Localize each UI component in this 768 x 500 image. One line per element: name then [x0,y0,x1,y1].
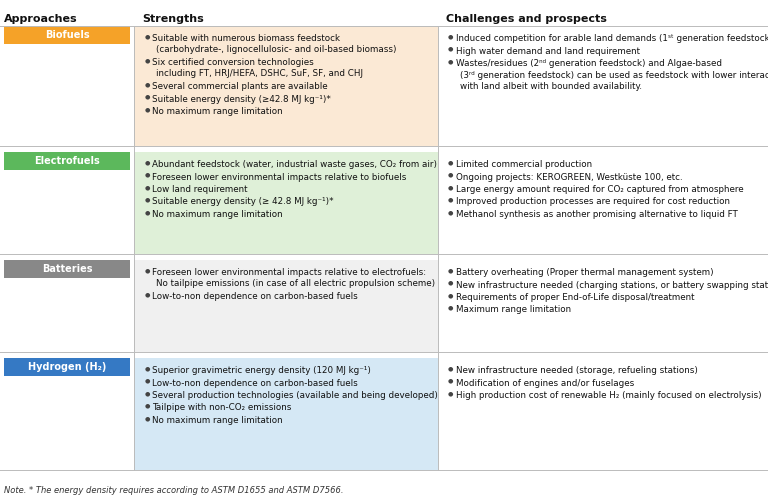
Text: ●: ● [144,198,150,202]
Text: ●: ● [448,160,453,165]
Text: ●: ● [144,292,150,297]
Text: ●: ● [144,185,150,190]
Text: Low-to-non dependence on carbon-based fuels: Low-to-non dependence on carbon-based fu… [152,378,358,388]
Text: Wastes/residues (2ⁿᵈ generation feedstock) and Algae-based: Wastes/residues (2ⁿᵈ generation feedstoc… [455,59,722,68]
Text: Limited commercial production: Limited commercial production [455,160,592,169]
Bar [438,26,768,146]
Text: Suitable energy density (≥ 42.8 MJ kg⁻¹)*: Suitable energy density (≥ 42.8 MJ kg⁻¹)… [152,198,334,206]
Text: ●: ● [144,58,150,63]
Text: ●: ● [448,366,453,371]
Text: Challenges and prospects: Challenges and prospects [445,14,607,24]
Text: (3ʳᵈ generation feedstock) can be used as feedstock with lower interaction: (3ʳᵈ generation feedstock) can be used a… [460,70,768,80]
Text: ●: ● [144,160,150,165]
Text: Biofuels: Biofuels [45,30,90,40]
Bar [4,358,131,376]
Text: ●: ● [144,404,150,408]
Text: Superior gravimetric energy density (120 MJ kg⁻¹): Superior gravimetric energy density (120… [152,366,371,375]
Bar [0,260,134,352]
Text: No tailpipe emissions (in case of all electric propulsion scheme): No tailpipe emissions (in case of all el… [157,280,435,288]
Text: ●: ● [144,268,150,273]
Bar [4,26,131,44]
Text: Tailpipe with non-CO₂ emissions: Tailpipe with non-CO₂ emissions [152,404,292,412]
Text: ●: ● [448,378,453,384]
Text: ●: ● [144,94,150,100]
Text: Battery overheating (Proper thermal management system): Battery overheating (Proper thermal mana… [455,268,713,277]
Text: including FT, HRJ/HEFA, DSHC, SuF, SF, and CHJ: including FT, HRJ/HEFA, DSHC, SuF, SF, a… [157,70,363,78]
Text: Induced competition for arable land demands (1ˢᵗ generation feedstock): Induced competition for arable land dema… [455,34,768,43]
Text: ●: ● [448,268,453,273]
Text: No maximum range limitation: No maximum range limitation [152,210,283,219]
Bar [438,152,768,254]
Text: Abundant feedstock (water, industrial waste gases, CO₂ from air): Abundant feedstock (water, industrial wa… [152,160,438,169]
Text: (carbohydrate-, lignocellulosic- and oil-based biomass): (carbohydrate-, lignocellulosic- and oil… [157,46,397,54]
Text: ●: ● [448,59,453,64]
Text: ●: ● [144,391,150,396]
Bar [0,358,134,470]
Text: New infrastructure needed (charging stations, or battery swapping stations): New infrastructure needed (charging stat… [455,280,768,289]
Text: Low-to-non dependence on carbon-based fuels: Low-to-non dependence on carbon-based fu… [152,292,358,301]
Text: ●: ● [448,172,453,178]
Text: ●: ● [448,293,453,298]
Text: Requirements of proper End-of-Life disposal/treatment: Requirements of proper End-of-Life dispo… [455,293,694,302]
Text: ●: ● [144,210,150,215]
Text: ●: ● [144,34,150,39]
Text: Large energy amount required for CO₂ captured from atmosphere: Large energy amount required for CO₂ cap… [455,185,743,194]
Text: Suitable with numerous biomass feedstock: Suitable with numerous biomass feedstock [152,34,340,43]
Text: ●: ● [448,46,453,52]
Text: Approaches: Approaches [4,14,78,24]
Text: Foreseen lower environmental impacts relative to electrofuels:: Foreseen lower environmental impacts rel… [152,268,426,277]
Text: New infrastructure needed (storage, refueling stations): New infrastructure needed (storage, refu… [455,366,697,375]
Text: Note. * The energy density requires according to ASTM D1655 and ASTM D7566.: Note. * The energy density requires acco… [4,486,343,495]
Text: Several commercial plants are available: Several commercial plants are available [152,82,328,91]
Text: Low land requirement: Low land requirement [152,185,248,194]
Text: ●: ● [144,107,150,112]
Text: Ongoing projects: KEROGREEN, Westküste 100, etc.: Ongoing projects: KEROGREEN, Westküste 1… [455,172,683,182]
Bar [438,358,768,470]
Text: Hydrogen (H₂): Hydrogen (H₂) [28,362,107,372]
Bar [4,152,131,170]
Text: High water demand and land requirement: High water demand and land requirement [455,46,640,56]
Text: ●: ● [448,210,453,215]
Text: Batteries: Batteries [42,264,92,274]
Bar [438,260,768,352]
Bar [134,260,438,352]
Bar [134,152,438,254]
Text: Maximum range limitation: Maximum range limitation [455,306,571,314]
Text: ●: ● [448,391,453,396]
Bar [134,358,438,470]
Text: Electrofuels: Electrofuels [35,156,100,166]
Bar [0,152,134,254]
Text: ●: ● [144,82,150,87]
Text: ●: ● [448,34,453,39]
Bar [4,260,131,278]
Text: ●: ● [144,366,150,371]
Text: Foreseen lower environmental impacts relative to biofuels: Foreseen lower environmental impacts rel… [152,172,407,182]
Text: Methanol synthesis as another promising alternative to liquid FT: Methanol synthesis as another promising … [455,210,737,219]
Text: ●: ● [144,378,150,384]
Text: High production cost of renewable H₂ (mainly focused on electrolysis): High production cost of renewable H₂ (ma… [455,391,761,400]
Text: No maximum range limitation: No maximum range limitation [152,416,283,425]
Text: ●: ● [448,280,453,285]
Bar [0,26,134,146]
Text: Six certified conversion technologies: Six certified conversion technologies [152,58,314,67]
Text: ●: ● [144,172,150,178]
Text: ●: ● [448,185,453,190]
Text: Strengths: Strengths [142,14,204,24]
Text: ●: ● [448,306,453,310]
Bar [134,26,438,146]
Text: Several production technologies (available and being developed): Several production technologies (availab… [152,391,439,400]
Text: Suitable energy density (≥42.8 MJ kg⁻¹)*: Suitable energy density (≥42.8 MJ kg⁻¹)* [152,94,331,104]
Text: Improved production processes are required for cost reduction: Improved production processes are requir… [455,198,730,206]
Text: with land albeit with bounded availability.: with land albeit with bounded availabili… [460,82,642,91]
Text: Modification of engines and/or fuselages: Modification of engines and/or fuselages [455,378,634,388]
Text: No maximum range limitation: No maximum range limitation [152,107,283,116]
Text: ●: ● [144,416,150,421]
Text: ●: ● [448,198,453,202]
